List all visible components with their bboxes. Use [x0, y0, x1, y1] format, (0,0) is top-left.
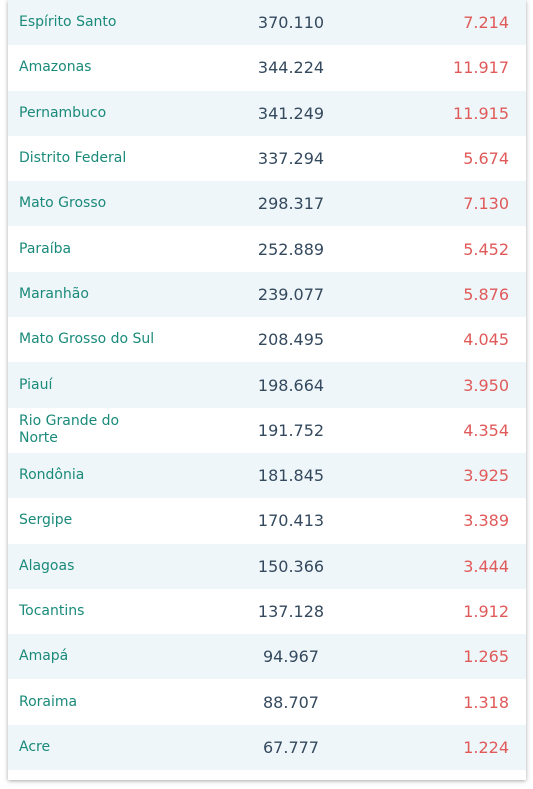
- state-name-cell: Mato Grosso: [19, 195, 107, 212]
- table-row: Distrito Federal 337.294 5.674: [8, 135, 526, 182]
- cases-cell: 150.366: [257, 556, 325, 576]
- deaths-cell: 5.876: [463, 284, 509, 304]
- cases-cell: 88.707: [263, 692, 319, 712]
- deaths-cell: 5.674: [463, 149, 509, 169]
- state-name-cell: Distrito Federal: [19, 150, 127, 167]
- deaths-cell: 4.354: [463, 420, 509, 440]
- cases-cell: 208.495: [257, 330, 325, 350]
- cases-cell: 344.224: [257, 58, 325, 78]
- cases-cell: 191.752: [257, 420, 325, 440]
- table-row: Roraima 88.707 1.318: [8, 679, 526, 725]
- deaths-cell: 3.389: [463, 511, 509, 531]
- deaths-cell: 1.224: [463, 737, 509, 757]
- state-name-cell: Piauí: [19, 376, 53, 393]
- state-name-cell: Paraíba: [19, 240, 72, 257]
- cases-cell: 170.413: [257, 511, 325, 531]
- table-row: Acre 67.777 1.224: [8, 724, 526, 771]
- state-name-cell: Amazonas: [19, 59, 92, 76]
- table-row: Sergipe 170.413 3.389: [8, 498, 526, 544]
- cases-cell: 198.664: [257, 375, 325, 395]
- cases-cell: 298.317: [257, 194, 325, 214]
- cases-cell: 337.294: [257, 149, 325, 169]
- deaths-cell: 5.452: [463, 239, 509, 259]
- table-row: Mato Grosso 298.317 7.130: [8, 181, 526, 227]
- cases-cell: 137.128: [257, 602, 325, 621]
- table-row: Maranhão 239.077 5.876: [8, 271, 526, 318]
- table-row: Amapá 94.967 1.265: [8, 634, 526, 680]
- state-name-cell: Rio Grande do Norte: [19, 413, 120, 447]
- state-name-cell: Alagoas: [19, 557, 75, 574]
- cases-cell: 239.077: [257, 284, 325, 304]
- state-name-cell: Pernambuco: [19, 104, 107, 121]
- table-row: Piauí 198.664 3.950: [8, 362, 526, 408]
- deaths-cell: 7.130: [463, 194, 509, 214]
- cases-cell: 370.110: [257, 13, 325, 33]
- table-row: Tocantins 137.128 1.912: [8, 588, 526, 635]
- state-name-cell: Maranhão: [19, 285, 89, 302]
- deaths-cell: 3.950: [463, 375, 509, 395]
- state-name-cell: Espírito Santo: [19, 14, 117, 31]
- deaths-cell: 3.444: [463, 556, 509, 576]
- table-row: Mato Grosso do Sul 208.495 4.045: [8, 317, 526, 363]
- cases-cell: 94.967: [263, 647, 319, 667]
- table-row: Alagoas 150.366 3.444: [8, 543, 526, 589]
- table-row: Espírito Santo 370.110 7.214: [8, 0, 526, 46]
- deaths-cell: 11.915: [453, 103, 509, 123]
- cases-cell: 181.845: [257, 466, 325, 486]
- table-row: Amazonas 344.224 11.917: [8, 45, 526, 91]
- state-name-cell: Acre: [19, 738, 51, 755]
- state-name-cell: Sergipe: [19, 512, 73, 529]
- table-row: Rondônia 181.845 3.925: [8, 452, 526, 499]
- state-name-cell: Rondônia: [19, 467, 85, 484]
- deaths-cell: 1.265: [463, 647, 509, 667]
- table-row: Paraíba 252.889 5.452: [8, 226, 526, 272]
- table-row: Pernambuco 341.249 11.915: [8, 90, 526, 136]
- state-name-cell: Amapá: [19, 648, 69, 665]
- state-name-cell: Roraima: [19, 693, 78, 710]
- deaths-cell: 1.912: [463, 602, 509, 621]
- table-row: Rio Grande do Norte 191.752 4.354: [8, 407, 526, 453]
- state-name-cell: Tocantins: [19, 603, 85, 619]
- deaths-cell: 7.214: [463, 13, 509, 33]
- cases-cell: 341.249: [257, 103, 325, 123]
- deaths-cell: 11.917: [453, 58, 509, 78]
- deaths-cell: 3.925: [463, 466, 509, 486]
- deaths-cell: 1.318: [463, 692, 509, 712]
- states-table: Espírito Santo 370.110 7.214 Amazonas 344.22…: [8, 0, 526, 780]
- cases-cell: 67.777: [263, 737, 319, 757]
- cases-cell: 252.889: [257, 239, 325, 259]
- table-body: Espírito Santo 370.110 7.214 Amazonas 344.22…: [8, 0, 526, 771]
- deaths-cell: 4.045: [463, 330, 509, 350]
- state-name-cell: Mato Grosso do Sul: [19, 331, 155, 348]
